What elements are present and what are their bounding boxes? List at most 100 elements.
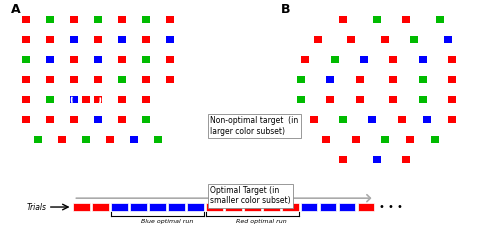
Bar: [390, 56, 398, 63]
Bar: [432, 136, 440, 143]
Bar: [310, 116, 318, 123]
Bar: [94, 116, 102, 123]
Bar: [448, 56, 456, 63]
Bar: [368, 116, 376, 123]
Bar: [372, 156, 380, 163]
Bar: [187, 203, 204, 212]
Bar: [297, 96, 305, 103]
Bar: [46, 36, 54, 43]
Bar: [70, 16, 78, 23]
Bar: [326, 76, 334, 83]
Bar: [106, 136, 114, 143]
Bar: [142, 56, 150, 63]
Text: Optimal Target (in
smaller color subset): Optimal Target (in smaller color subset): [126, 186, 290, 206]
Bar: [372, 16, 380, 23]
Text: Non-optimal target  (in
larger color subset): Non-optimal target (in larger color subs…: [119, 116, 298, 136]
Bar: [118, 16, 126, 23]
Bar: [22, 96, 30, 103]
Bar: [419, 56, 427, 63]
Bar: [410, 36, 418, 43]
Bar: [94, 56, 102, 63]
Bar: [22, 116, 30, 123]
Bar: [360, 56, 368, 63]
Bar: [46, 116, 54, 123]
Bar: [356, 96, 364, 103]
Bar: [142, 16, 150, 23]
Bar: [118, 36, 126, 43]
Text: Blue optimal run: Blue optimal run: [141, 219, 193, 224]
Bar: [94, 16, 102, 23]
Bar: [225, 203, 242, 212]
Bar: [206, 203, 222, 212]
Bar: [70, 36, 78, 43]
Bar: [406, 136, 414, 143]
Bar: [244, 203, 260, 212]
Bar: [263, 203, 280, 212]
Bar: [419, 76, 427, 83]
Bar: [402, 16, 410, 23]
Bar: [74, 203, 90, 212]
Bar: [70, 96, 78, 103]
Bar: [22, 76, 30, 83]
Bar: [301, 203, 318, 212]
Bar: [70, 116, 78, 123]
Bar: [46, 96, 54, 103]
Bar: [118, 96, 126, 103]
Bar: [166, 16, 174, 23]
Bar: [82, 136, 90, 143]
Bar: [112, 203, 128, 212]
Bar: [339, 116, 347, 123]
Bar: [58, 136, 66, 143]
Bar: [94, 76, 102, 83]
Bar: [22, 36, 30, 43]
Text: Trials: Trials: [27, 202, 47, 212]
Bar: [142, 96, 150, 103]
Bar: [22, 16, 30, 23]
Bar: [166, 76, 174, 83]
Bar: [352, 136, 360, 143]
Bar: [118, 116, 126, 123]
Bar: [118, 56, 126, 63]
Bar: [330, 56, 338, 63]
Bar: [46, 16, 54, 23]
Bar: [282, 203, 298, 212]
Bar: [448, 76, 456, 83]
Bar: [166, 56, 174, 63]
Bar: [34, 136, 42, 143]
Bar: [142, 36, 150, 43]
Bar: [94, 96, 102, 103]
Bar: [402, 156, 410, 163]
Bar: [46, 76, 54, 83]
Bar: [338, 203, 355, 212]
Bar: [358, 203, 374, 212]
Bar: [320, 203, 336, 212]
Bar: [356, 76, 364, 83]
Bar: [130, 136, 138, 143]
Text: A: A: [11, 3, 20, 17]
Bar: [339, 16, 347, 23]
Bar: [322, 136, 330, 143]
Bar: [92, 203, 109, 212]
Bar: [130, 203, 147, 212]
Bar: [390, 96, 398, 103]
Bar: [166, 36, 174, 43]
Bar: [142, 116, 150, 123]
Bar: [390, 76, 398, 83]
Bar: [339, 156, 347, 163]
Bar: [444, 36, 452, 43]
Bar: [348, 36, 356, 43]
Text: • • •: • • •: [380, 202, 404, 212]
Bar: [398, 116, 406, 123]
Bar: [297, 76, 305, 83]
Bar: [326, 96, 334, 103]
Bar: [70, 76, 78, 83]
Bar: [314, 36, 322, 43]
Bar: [423, 116, 431, 123]
Bar: [168, 203, 185, 212]
Bar: [46, 56, 54, 63]
Text: Red optimal run: Red optimal run: [236, 219, 287, 224]
Bar: [436, 16, 444, 23]
Bar: [118, 76, 126, 83]
Bar: [154, 136, 162, 143]
Bar: [142, 76, 150, 83]
